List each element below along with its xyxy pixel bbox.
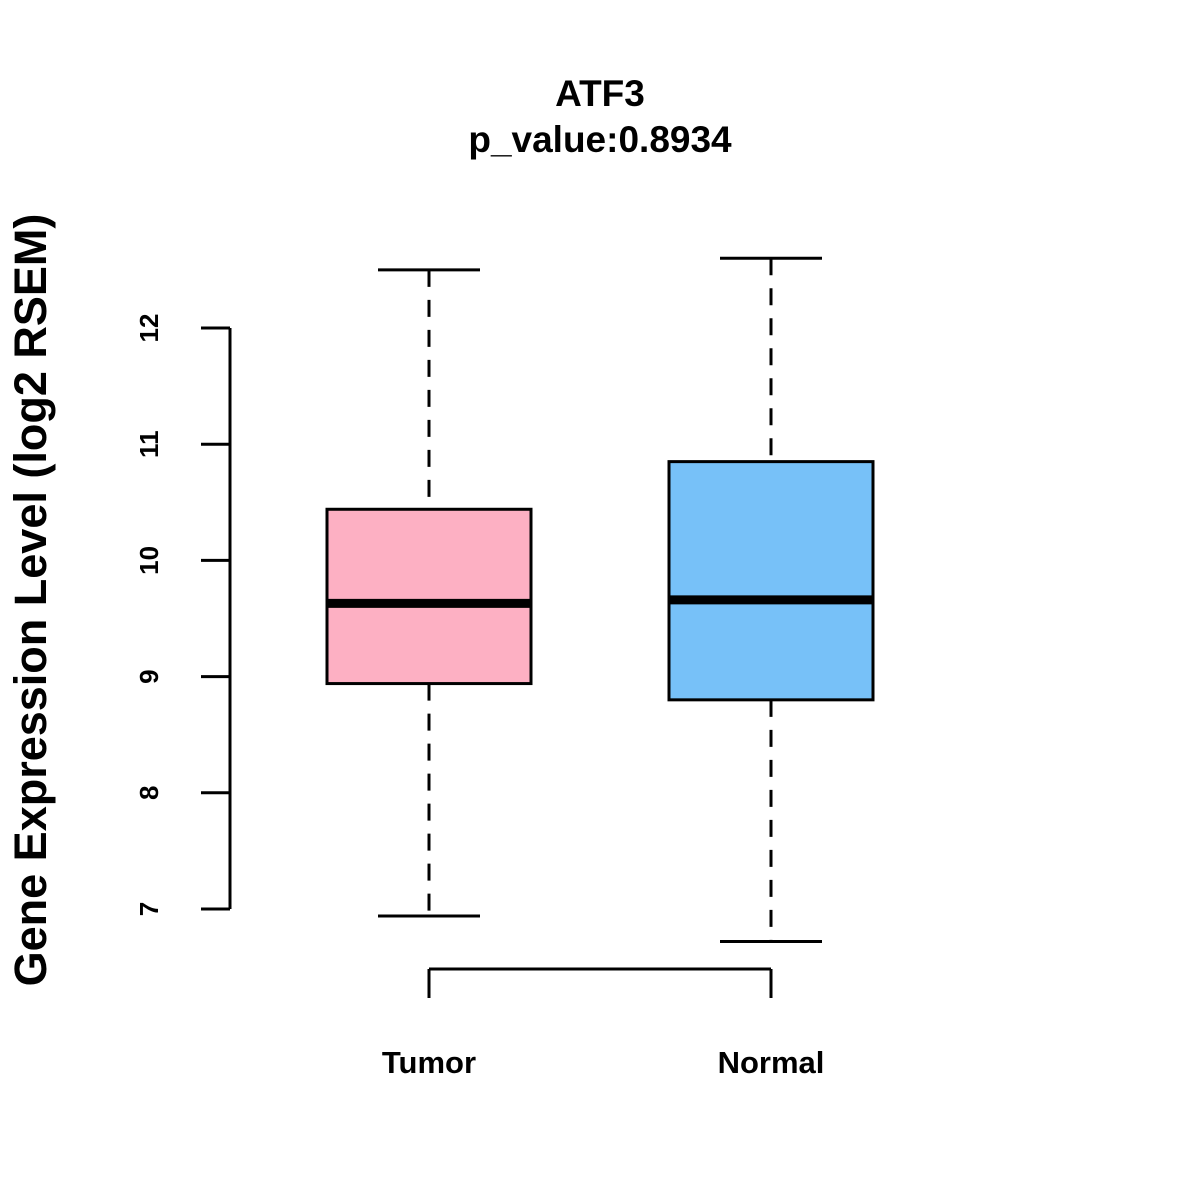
box-normal [667, 256, 875, 944]
chart-subtitle: p_value:0.8934 [468, 119, 732, 160]
y-tick-label-0: 7 [134, 902, 164, 916]
y-axis: 7 8 9 10 11 12 [134, 314, 232, 916]
y-tick-label-3: 10 [134, 546, 164, 575]
y-tick-label-4: 11 [134, 430, 164, 458]
y-axis-label: Gene Expression Level (log2 RSEM) [5, 214, 56, 987]
box-tumor [325, 268, 533, 918]
x-axis: Tumor Normal [382, 967, 825, 1080]
chart-title: ATF3 [555, 73, 645, 114]
iqr-box-normal [667, 460, 875, 702]
box-series [325, 256, 875, 944]
y-tick-label-1: 8 [134, 786, 164, 800]
x-tick-label-tumor: Tumor [382, 1045, 476, 1080]
y-tick-label-2: 9 [134, 669, 164, 683]
iqr-box-tumor [325, 507, 533, 686]
x-tick-label-normal: Normal [718, 1045, 825, 1080]
y-tick-label-5: 12 [134, 314, 164, 343]
